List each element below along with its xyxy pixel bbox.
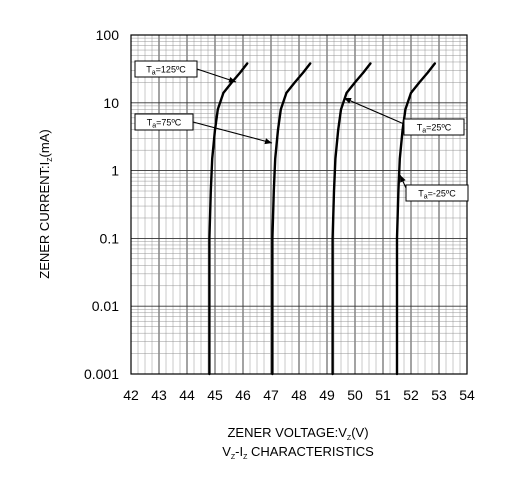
- leader-line: [343, 97, 405, 125]
- series-annotation: Ta=25ºC: [343, 97, 465, 136]
- x-tick-label: 42: [123, 387, 139, 403]
- x-tick-label: 48: [291, 387, 307, 403]
- series-label: Ta=125ºC: [146, 65, 186, 77]
- chart-caption: VZ-IZ CHARACTERISTICS: [222, 444, 374, 461]
- x-tick-label: 51: [375, 387, 391, 403]
- x-tick-labels: 42 43 44 45 46 47 48 49 50 51 52 53 54: [123, 387, 475, 403]
- annotation-box: [403, 118, 465, 136]
- x-axis-label: ZENER VOLTAGE:VZ(V): [227, 425, 368, 442]
- annotation-box: [405, 184, 469, 202]
- arrow-head: [228, 76, 236, 83]
- x-tick-label: 50: [347, 387, 363, 403]
- x-tick-label: 47: [263, 387, 279, 403]
- y-tick-label: 0.01: [92, 298, 119, 314]
- series-line: [395, 62, 436, 376]
- x-tick-label: 44: [179, 387, 195, 403]
- annotation-group: Ta=125ºC Ta=75ºC Ta=25ºC Ta=-25ºC: [134, 60, 469, 202]
- arrow-head: [344, 98, 352, 104]
- x-tick-label: 46: [235, 387, 251, 403]
- series-annotation: Ta=-25ºC: [399, 174, 469, 202]
- series-label: Ta=25ºC: [417, 123, 452, 135]
- series-label: Ta=75ºC: [147, 118, 182, 130]
- series-line: [271, 62, 312, 376]
- y-tick-label: 1: [111, 163, 119, 179]
- x-tick-label: 54: [459, 387, 475, 403]
- series-line: [208, 62, 249, 376]
- arrow-head: [264, 138, 272, 145]
- series-annotation: Ta=125ºC: [134, 60, 237, 83]
- x-tick-label: 45: [207, 387, 223, 403]
- plot-frame: [130, 34, 468, 375]
- y-tick-label: 10: [103, 95, 119, 111]
- y-tick-label: 0.001: [84, 366, 119, 382]
- y-tick-label: 0.1: [100, 230, 120, 246]
- series-annotation: Ta=75ºC: [134, 113, 273, 145]
- x-tick-label: 49: [319, 387, 335, 403]
- x-tick-label: 43: [151, 387, 167, 403]
- y-axis-label: ZENER CURRENT:IZ(mA): [37, 129, 54, 278]
- x-tick-label: 53: [431, 387, 447, 403]
- series-line: [331, 62, 372, 376]
- y-tick-label: 100: [96, 27, 120, 43]
- leader-line: [192, 121, 273, 144]
- arrow-head: [400, 175, 406, 183]
- x-tick-label: 52: [403, 387, 419, 403]
- y-tick-labels: 100 10 1 0.1 0.01 0.001: [84, 27, 119, 382]
- series-label: Ta=-25ºC: [418, 189, 456, 201]
